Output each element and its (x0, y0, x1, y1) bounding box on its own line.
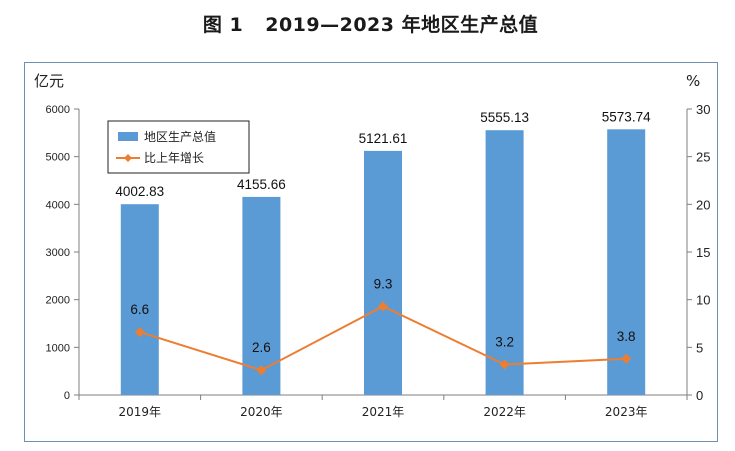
y-tick-label: 5000 (46, 152, 70, 164)
bar (485, 130, 524, 395)
bar (242, 196, 281, 395)
growth-point (134, 327, 145, 338)
bar (364, 150, 402, 395)
x-tick-label: 2022年 (483, 405, 526, 419)
legend-box (107, 120, 250, 174)
x-tick-label: 2019年 (119, 405, 162, 419)
x-tick-label: 2023年 (605, 405, 648, 419)
growth-point (621, 353, 632, 364)
legend-bar-label: 地区生产总值 (144, 129, 216, 144)
y2-axis-unit-label: % (686, 72, 700, 90)
bar-value-label: 5555.13 (480, 110, 529, 125)
x-tick-label: 2020年 (240, 405, 283, 419)
y-tick-label: 3000 (46, 247, 70, 259)
y-axis-unit-label: 亿元 (34, 72, 64, 90)
y2-tick-label: 30 (696, 102, 710, 117)
growth-point (499, 359, 510, 370)
figure-title-text: 2019—2023 年地区生产总值 (265, 14, 539, 36)
growth-value-label: 3.8 (617, 329, 636, 344)
legend-line-marker (124, 154, 132, 162)
y-tick-label: 4000 (46, 199, 70, 211)
bar (120, 204, 159, 395)
y2-tick-label: 0 (696, 388, 703, 403)
growth-value-label: 3.2 (495, 334, 514, 349)
bar-value-label: 5121.61 (359, 131, 408, 146)
legend-bar-swatch (118, 132, 138, 141)
chart-frame (24, 62, 718, 442)
bar-value-label: 5573.74 (602, 109, 651, 124)
growth-point (256, 365, 267, 376)
growth-point (378, 301, 388, 312)
y-tick-label: 0 (64, 390, 70, 402)
y2-tick-label: 5 (696, 340, 703, 355)
y-tick-label: 2000 (46, 295, 70, 307)
y-tick-label: 6000 (46, 104, 70, 116)
y2-tick-label: 20 (696, 197, 710, 212)
y2-tick-label: 25 (696, 150, 710, 165)
y-tick-label: 1000 (46, 342, 70, 354)
growth-value-label: 6.6 (130, 302, 149, 317)
bar-value-label: 4155.66 (237, 177, 286, 192)
legend-line-label: 比上年增长 (144, 151, 204, 165)
y2-tick-label: 15 (696, 245, 710, 260)
x-tick-label: 2021年 (362, 405, 405, 419)
growth-value-label: 9.3 (374, 276, 393, 291)
figure-label: 图 1 (202, 14, 244, 36)
figure-title: 图 1 2019—2023 年地区生产总值 (0, 10, 735, 37)
bar (607, 129, 646, 395)
bar-value-label: 4002.83 (115, 184, 164, 199)
growth-value-label: 2.6 (252, 340, 271, 355)
y2-tick-label: 10 (696, 293, 710, 308)
